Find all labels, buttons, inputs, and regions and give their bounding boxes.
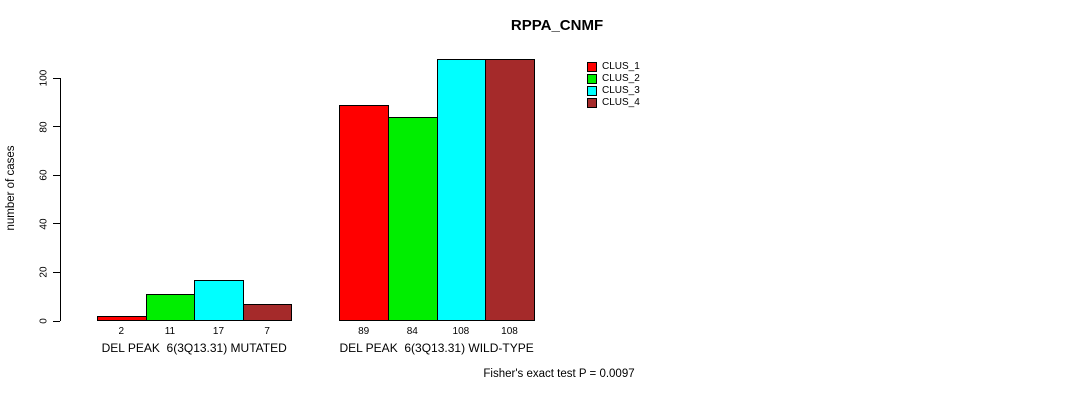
group-label: DEL PEAK 6(3Q13.31) WILD-TYPE	[339, 341, 534, 355]
bar-value-label: 84	[406, 326, 418, 337]
bar-value-label: 89	[358, 326, 370, 337]
legend-swatch-icon	[587, 74, 597, 84]
bar-value-label: 2	[118, 326, 125, 337]
y-axis-tick	[53, 271, 60, 273]
group-label: DEL PEAK 6(3Q13.31) MUTATED	[101, 341, 287, 355]
y-axis-tick-label: 100	[38, 69, 50, 87]
y-axis-tick	[53, 223, 60, 225]
legend-label: CLUS_1	[602, 61, 640, 72]
bar-clus_3-group1	[194, 280, 244, 321]
legend-item-clus_4: CLUS_4	[587, 97, 640, 109]
bar-value-label: 108	[452, 326, 470, 337]
y-axis-tick-label: 20	[38, 266, 50, 278]
fisher-test-annotation: Fisher's exact test P = 0.0097	[483, 368, 635, 380]
y-axis-tick-label: 80	[38, 121, 50, 133]
bar-clus_2-group1	[145, 294, 196, 321]
legend-item-clus_2: CLUS_2	[587, 73, 640, 85]
bar-value-label: 11	[164, 326, 176, 337]
bar-clus_2-group2	[388, 117, 438, 321]
y-axis-tick-label: 0	[38, 318, 50, 324]
legend-swatch-icon	[587, 98, 597, 108]
bar-clus_4-group1	[242, 304, 293, 321]
y-axis-title: number of cases	[5, 145, 17, 231]
y-axis-tick	[53, 126, 60, 128]
chart-title: RPPA_CNMF	[510, 17, 604, 34]
legend: CLUS_1 CLUS_2 CLUS_3 CLUS_4	[587, 61, 640, 109]
y-axis-tick	[53, 174, 60, 176]
bar-clus_1-group2	[339, 105, 389, 321]
bar-clus_1-group1	[97, 316, 147, 321]
legend-item-clus_1: CLUS_1	[587, 61, 640, 73]
bar-clus_4-group2	[485, 59, 535, 321]
bar-value-label: 7	[264, 326, 270, 337]
y-axis-tick-label: 60	[38, 169, 50, 181]
y-axis-tick-label: 40	[38, 218, 50, 230]
legend-label: CLUS_3	[602, 85, 640, 96]
legend-label: CLUS_4	[602, 97, 640, 108]
y-axis-tick	[53, 77, 60, 79]
legend-swatch-icon	[587, 62, 597, 72]
legend-item-clus_3: CLUS_3	[587, 85, 640, 97]
y-axis-tick	[53, 320, 60, 322]
y-axis-line	[60, 78, 61, 321]
legend-label: CLUS_2	[602, 73, 640, 84]
bar-value-label: 108	[501, 326, 518, 337]
bar-clus_3-group2	[436, 59, 487, 321]
legend-swatch-icon	[587, 86, 597, 96]
bar-value-label: 17	[212, 326, 225, 337]
